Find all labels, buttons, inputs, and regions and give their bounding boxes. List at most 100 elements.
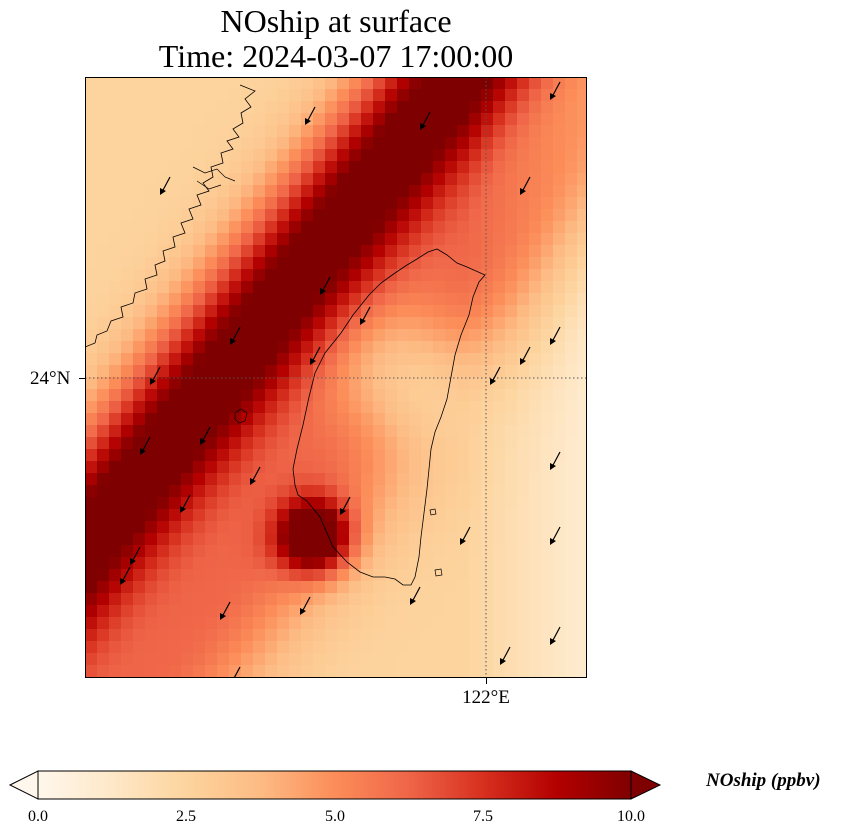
field-cell: [145, 173, 158, 186]
field-cell: [421, 377, 434, 390]
field-cell: [505, 653, 518, 666]
field-cell: [121, 521, 134, 534]
field-cell: [541, 401, 554, 414]
field-cell: [97, 665, 110, 678]
field-cell: [121, 269, 134, 282]
field-cell: [193, 305, 206, 318]
field-cell: [541, 101, 554, 114]
field-cell: [409, 185, 422, 198]
field-cell: [109, 317, 122, 330]
field-cell: [481, 653, 494, 666]
field-cell: [277, 245, 290, 258]
field-cell: [361, 521, 374, 534]
field-cell: [217, 365, 230, 378]
field-cell: [85, 245, 98, 258]
field-cell: [109, 257, 122, 270]
field-cell: [217, 125, 230, 138]
field-cell: [469, 197, 482, 210]
field-cell: [469, 665, 482, 678]
field-cell: [217, 113, 230, 126]
field-cell: [121, 413, 134, 426]
field-cell: [265, 485, 278, 498]
field-cell: [85, 329, 98, 342]
field-cell: [145, 605, 158, 618]
field-cell: [85, 461, 98, 474]
field-cell: [241, 617, 254, 630]
field-cell: [217, 353, 230, 366]
field-cell: [205, 581, 218, 594]
field-cell: [253, 413, 266, 426]
field-cell: [493, 77, 506, 90]
field-cell: [109, 449, 122, 462]
mainland-coastline-north: [192, 166, 236, 190]
field-cell: [289, 569, 302, 582]
field-cell: [529, 593, 542, 606]
field-cell: [109, 365, 122, 378]
field-cell: [373, 545, 386, 558]
field-cell: [577, 497, 587, 510]
field-cell: [205, 209, 218, 222]
field-cell: [433, 329, 446, 342]
field-cell: [205, 569, 218, 582]
field-cell: [301, 377, 314, 390]
field-cell: [205, 269, 218, 282]
field-cell: [265, 125, 278, 138]
field-cell: [517, 389, 530, 402]
field-cell: [553, 605, 566, 618]
field-cell: [505, 329, 518, 342]
field-cell: [181, 305, 194, 318]
field-cell: [325, 665, 338, 678]
field-cell: [217, 341, 230, 354]
field-cell: [97, 389, 110, 402]
field-cell: [169, 125, 182, 138]
field-cell: [469, 569, 482, 582]
field-cell: [265, 581, 278, 594]
field-cell: [325, 317, 338, 330]
field-cell: [529, 401, 542, 414]
field-cell: [529, 233, 542, 246]
field-cell: [361, 185, 374, 198]
field-cell: [277, 497, 290, 510]
field-cell: [361, 401, 374, 414]
field-cell: [493, 521, 506, 534]
map-panel[interactable]: [85, 77, 587, 678]
field-cell: [505, 377, 518, 390]
field-cell: [577, 125, 587, 138]
field-cell: [217, 77, 230, 90]
field-cell: [493, 245, 506, 258]
field-cell: [385, 485, 398, 498]
field-cell: [469, 245, 482, 258]
field-cell: [409, 245, 422, 258]
field-cell: [577, 377, 587, 390]
field-cell: [565, 389, 578, 402]
field-cell: [157, 209, 170, 222]
field-cell: [409, 617, 422, 630]
field-cell: [289, 557, 302, 570]
field-cell: [469, 233, 482, 246]
field-cell: [205, 533, 218, 546]
field-cell: [85, 89, 98, 102]
field-cell: [97, 161, 110, 174]
field-cell: [289, 341, 302, 354]
field-cell: [109, 101, 122, 114]
field-cell: [349, 161, 362, 174]
field-cell: [181, 293, 194, 306]
field-cell: [385, 77, 398, 90]
field-cell: [565, 593, 578, 606]
field-cell: [205, 437, 218, 450]
field-cell: [445, 377, 458, 390]
field-cell: [169, 317, 182, 330]
field-cell: [145, 185, 158, 198]
field-cell: [217, 137, 230, 150]
field-cell: [157, 197, 170, 210]
field-cell: [205, 605, 218, 618]
field-cell: [109, 161, 122, 174]
field-cell: [361, 485, 374, 498]
field-cell: [193, 569, 206, 582]
field-cell: [469, 641, 482, 654]
field-cell: [181, 569, 194, 582]
field-cell: [241, 449, 254, 462]
field-cell: [529, 77, 542, 90]
field-cell: [421, 665, 434, 678]
field-cell: [445, 557, 458, 570]
